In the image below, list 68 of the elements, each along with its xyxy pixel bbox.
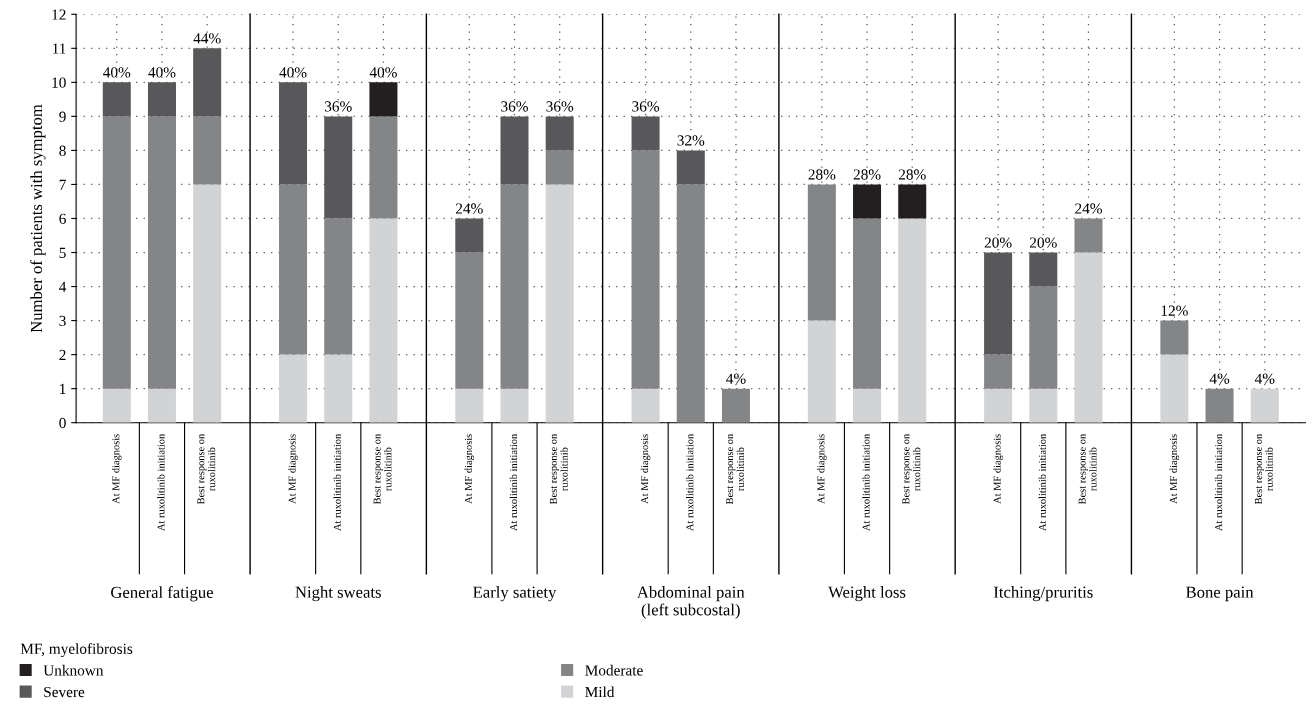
y-tick-label: 11 bbox=[53, 43, 66, 54]
annotation: 40% bbox=[148, 67, 176, 78]
x-tick-label: Best response on ruxolitinib bbox=[1255, 433, 1273, 505]
annotation: 36% bbox=[632, 101, 660, 112]
y-tick-label: 1 bbox=[60, 383, 66, 394]
x-tick-label: Best response on ruxolitinib bbox=[549, 433, 568, 505]
x-tick-label: At MF diagnosis bbox=[817, 434, 827, 504]
x-tick-label: At MF diagnosis bbox=[640, 434, 651, 504]
annotation: 4% bbox=[1254, 373, 1275, 384]
y-tick-label: 7 bbox=[59, 179, 66, 190]
annotation: 24% bbox=[1075, 203, 1102, 214]
x-tick-label: At ruxolitinib initiation bbox=[509, 433, 518, 531]
x-tick-label: Best response on ruxolitinib bbox=[197, 433, 216, 505]
y-tick-label: 5 bbox=[59, 247, 66, 258]
x-tick-label: At MF diagnosis bbox=[1169, 434, 1180, 504]
x-tick-label: At ruxolitinib initiation bbox=[686, 433, 694, 531]
x-tick-label: Best response on ruxolitinib bbox=[1078, 433, 1097, 505]
annotation: 32% bbox=[677, 135, 705, 146]
x-tick-label: At ruxolitinib initiation bbox=[862, 433, 870, 531]
legend-label: Moderate bbox=[585, 664, 643, 676]
legend-title: MF, myelofibrosis bbox=[20, 643, 133, 658]
annotation: 36% bbox=[501, 101, 528, 112]
annotation: 20% bbox=[1029, 237, 1057, 248]
annotation: 28% bbox=[898, 169, 926, 180]
x-tick-label: Best response on ruxolitinib bbox=[902, 433, 921, 505]
x-tick-label: At MF diagnosis bbox=[993, 434, 1003, 504]
y-tick-label: 6 bbox=[59, 213, 66, 224]
annotation: 24% bbox=[455, 203, 483, 214]
y-tick-label: 2 bbox=[59, 349, 66, 360]
y-tick-label: 0 bbox=[59, 417, 66, 429]
x-tick-label: At ruxolitinib initiation bbox=[1214, 433, 1223, 531]
y-axis-title: Number of patients with symptom bbox=[30, 104, 46, 333]
annotation: 40% bbox=[369, 67, 397, 78]
text: Itching/pruritis bbox=[993, 586, 1093, 602]
x-tick-label: Best response on ruxolitinib bbox=[373, 433, 392, 505]
legend-label: Unknown bbox=[43, 664, 104, 676]
x-tick-label: At ruxolitinib initiation bbox=[157, 433, 165, 531]
y-tick-label: 8 bbox=[59, 145, 66, 156]
annotation: 12% bbox=[1161, 305, 1188, 316]
y-tick-label: 10 bbox=[52, 77, 66, 88]
y-tick-label: 9 bbox=[59, 111, 66, 122]
text: Night sweats bbox=[295, 586, 381, 602]
text: Weight loss bbox=[828, 586, 906, 602]
annotation: 40% bbox=[103, 67, 131, 78]
y-tick-label: 12 bbox=[52, 9, 66, 20]
x-tick-label: At MF diagnosis bbox=[464, 434, 475, 504]
annotation: 4% bbox=[1209, 373, 1230, 384]
legend-label: Mild bbox=[585, 686, 615, 698]
annotation: 28% bbox=[853, 169, 881, 180]
text: Early satiety bbox=[473, 586, 557, 602]
y-tick-label: 3 bbox=[59, 315, 66, 327]
annotation: 36% bbox=[324, 101, 352, 112]
annotation: 40% bbox=[279, 67, 307, 78]
text: Bone pain bbox=[1186, 586, 1254, 602]
annotation: 36% bbox=[546, 101, 574, 112]
text: Abdominal pain (left subcostal) bbox=[637, 586, 745, 619]
text: General fatigue bbox=[111, 586, 213, 602]
x-tick-label: At ruxolitinib initiation bbox=[1038, 433, 1046, 531]
x-tick-label: At ruxolitinib initiation bbox=[333, 433, 341, 531]
x-tick-label: At MF diagnosis bbox=[112, 434, 122, 504]
y-tick-label: 4 bbox=[59, 281, 67, 292]
annotation: 28% bbox=[808, 169, 836, 180]
annotation: 44% bbox=[193, 33, 221, 44]
annotation: 4% bbox=[726, 373, 746, 384]
x-tick-label: At MF diagnosis bbox=[288, 434, 298, 504]
x-tick-label: Best response on ruxolitinib bbox=[726, 433, 745, 505]
annotation: 20% bbox=[984, 237, 1012, 248]
legend-label: Severe bbox=[44, 686, 85, 698]
